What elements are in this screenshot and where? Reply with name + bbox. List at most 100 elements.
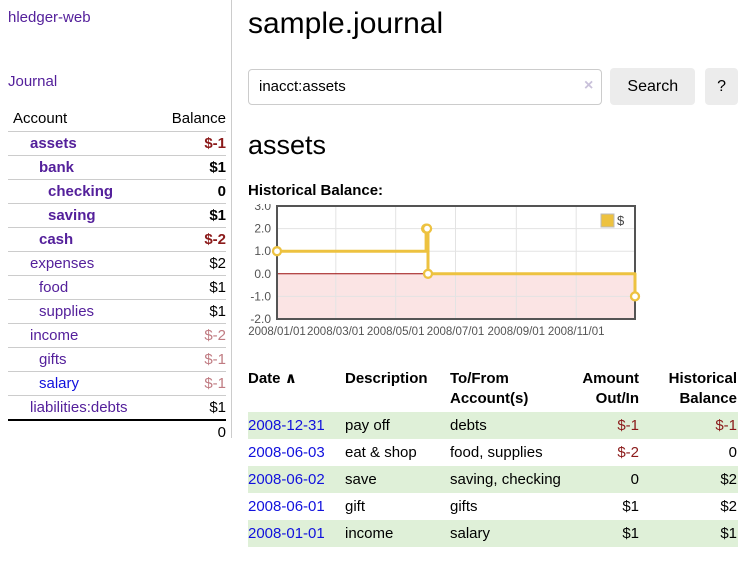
- transaction-description: income: [345, 524, 394, 542]
- register-col-date[interactable]: Date ∧: [248, 370, 297, 387]
- transaction-date-link[interactable]: 2008-01-01: [248, 524, 325, 542]
- app-title: hledger-web: [8, 9, 231, 26]
- search-form: × Search ?: [248, 68, 738, 105]
- transaction-balance: $2: [720, 497, 737, 515]
- svg-text:2.0: 2.0: [254, 222, 271, 236]
- sidebar-account-row: liabilities:debts $1: [8, 395, 226, 421]
- sidebar-account-balance: $2: [209, 255, 226, 272]
- sidebar-accounts-table: Account Balance assets $-1 bank $1 checking 0…: [8, 106, 226, 444]
- register-row: 2008-06-01 gift gifts $1 $2: [248, 493, 738, 520]
- transaction-description: pay off: [345, 416, 390, 434]
- register-col-balance: Historical Balance: [668, 370, 737, 408]
- sidebar-account-balance: $-2: [204, 327, 226, 344]
- sidebar-account-balance: $1: [209, 207, 226, 224]
- sidebar-account-row: assets $-1: [8, 131, 226, 156]
- sidebar-account-row: saving $1: [8, 203, 226, 228]
- accounts-header-account: Account: [13, 110, 68, 127]
- transaction-description: eat & shop: [345, 443, 417, 461]
- transaction-accounts: salary: [450, 524, 491, 542]
- svg-text:-1.0: -1.0: [250, 289, 271, 303]
- sidebar: hledger-web Journal Account Balance asse…: [0, 0, 232, 441]
- sidebar-account-row: bank $1: [8, 155, 226, 180]
- sidebar-account-balance: $-1: [204, 351, 226, 368]
- register-table: Date ∧ Description To/From Account(s) Am…: [248, 367, 738, 547]
- sidebar-account-link[interactable]: assets: [30, 135, 77, 152]
- transaction-balance: $1: [720, 524, 737, 542]
- sidebar-account-balance: $-1: [204, 375, 226, 392]
- sidebar-account-link[interactable]: income: [30, 327, 79, 344]
- transaction-amount: $-2: [617, 443, 639, 461]
- sidebar-account-link[interactable]: supplies: [39, 303, 95, 320]
- svg-text:1.0: 1.0: [254, 244, 271, 258]
- svg-text:2008/03/01: 2008/03/01: [307, 326, 365, 338]
- register-row: 2008-01-01 income salary $1 $1: [248, 519, 738, 547]
- register-row: 2008-06-03 eat & shop food, supplies $-2 0: [248, 439, 738, 466]
- transaction-amount: $-1: [617, 416, 639, 434]
- journal-nav: Journal: [8, 73, 231, 90]
- sidebar-account-row: salary $-1: [8, 371, 226, 396]
- sidebar-account-row: supplies $1: [8, 299, 226, 324]
- sidebar-account-link[interactable]: liabilities:debts: [30, 399, 128, 416]
- sidebar-account-balance: $1: [209, 303, 226, 320]
- svg-text:2008/07/01: 2008/07/01: [427, 326, 485, 338]
- main-content: sample.journal × Search ? assets Histori…: [248, 0, 738, 547]
- sidebar-account-row: cash $-2: [8, 227, 226, 252]
- sidebar-account-row: expenses $2: [8, 251, 226, 276]
- sidebar-account-link[interactable]: saving: [48, 207, 96, 224]
- sidebar-account-balance: $1: [209, 399, 226, 416]
- search-button[interactable]: Search: [610, 68, 696, 105]
- transaction-description: gift: [345, 497, 366, 515]
- transaction-amount: $1: [622, 524, 639, 542]
- transaction-balance: 0: [728, 443, 737, 461]
- app-home-link[interactable]: hledger-web: [8, 9, 91, 26]
- sidebar-account-link[interactable]: expenses: [30, 255, 95, 272]
- svg-text:$: $: [617, 213, 625, 228]
- sidebar-account-link[interactable]: cash: [39, 231, 74, 248]
- transaction-balance: $-1: [715, 416, 737, 434]
- accounts-header-balance: Balance: [171, 110, 226, 127]
- transaction-accounts: debts: [450, 416, 487, 434]
- register-row: 2008-06-02 save saving, checking 0 $2: [248, 465, 738, 493]
- register-col-accounts: To/From Account(s): [450, 370, 529, 408]
- register-row: 2008-12-31 pay off debts $-1 $-1: [248, 411, 738, 439]
- help-button[interactable]: ?: [705, 68, 738, 105]
- sidebar-account-link[interactable]: checking: [48, 183, 114, 200]
- sidebar-account-balance: 0: [217, 183, 226, 200]
- sidebar-account-balance: $-2: [204, 231, 226, 248]
- transaction-description: save: [345, 470, 377, 488]
- sidebar-account-link[interactable]: bank: [39, 159, 75, 176]
- svg-text:3.0: 3.0: [254, 204, 271, 213]
- svg-text:0.0: 0.0: [254, 267, 271, 281]
- svg-text:2008/11/01: 2008/11/01: [548, 326, 605, 338]
- transaction-date-link[interactable]: 2008-12-31: [248, 416, 325, 434]
- sort-ascending-icon: ∧: [284, 370, 297, 387]
- sidebar-account-row: checking 0: [8, 179, 226, 204]
- transaction-date-link[interactable]: 2008-06-02: [248, 470, 325, 488]
- sidebar-account-row: food $1: [8, 275, 226, 300]
- historical-balance-chart: $3.0 2.0 1.0 0.0 -1.0 -2.0 2008/01/01 2008/03/0…: [248, 199, 738, 351]
- transaction-accounts: saving, checking: [450, 470, 561, 488]
- svg-text:2008/05/01: 2008/05/01: [367, 326, 425, 338]
- chart-label: Historical Balance:: [248, 182, 384, 199]
- sidebar-account-balance: $1: [209, 159, 226, 176]
- account-heading: assets: [248, 130, 327, 160]
- sidebar-account-row: income $-2: [8, 323, 226, 348]
- search-input[interactable]: [248, 68, 603, 105]
- register-col-description: Description: [345, 370, 428, 387]
- register-header-row: Date ∧ Description To/From Account(s) Am…: [248, 367, 738, 412]
- sidebar-account-link[interactable]: food: [39, 279, 69, 296]
- transaction-amount: 0: [630, 470, 639, 488]
- svg-text:2008/01/01: 2008/01/01: [248, 326, 306, 338]
- transaction-amount: $1: [622, 497, 639, 515]
- register-col-amount: Amount Out/In: [582, 370, 639, 408]
- page-title: sample.journal: [248, 7, 444, 40]
- clear-search-icon[interactable]: ×: [584, 76, 594, 94]
- transaction-accounts: food, supplies: [450, 443, 543, 461]
- transaction-date-link[interactable]: 2008-06-03: [248, 443, 325, 461]
- sidebar-account-link[interactable]: gifts: [39, 351, 67, 368]
- sidebar-account-link[interactable]: salary: [39, 375, 80, 392]
- accounts-total-balance: 0: [217, 424, 226, 441]
- transaction-date-link[interactable]: 2008-06-01: [248, 497, 325, 515]
- sidebar-account-row: gifts $-1: [8, 347, 226, 372]
- journal-link[interactable]: Journal: [8, 73, 58, 90]
